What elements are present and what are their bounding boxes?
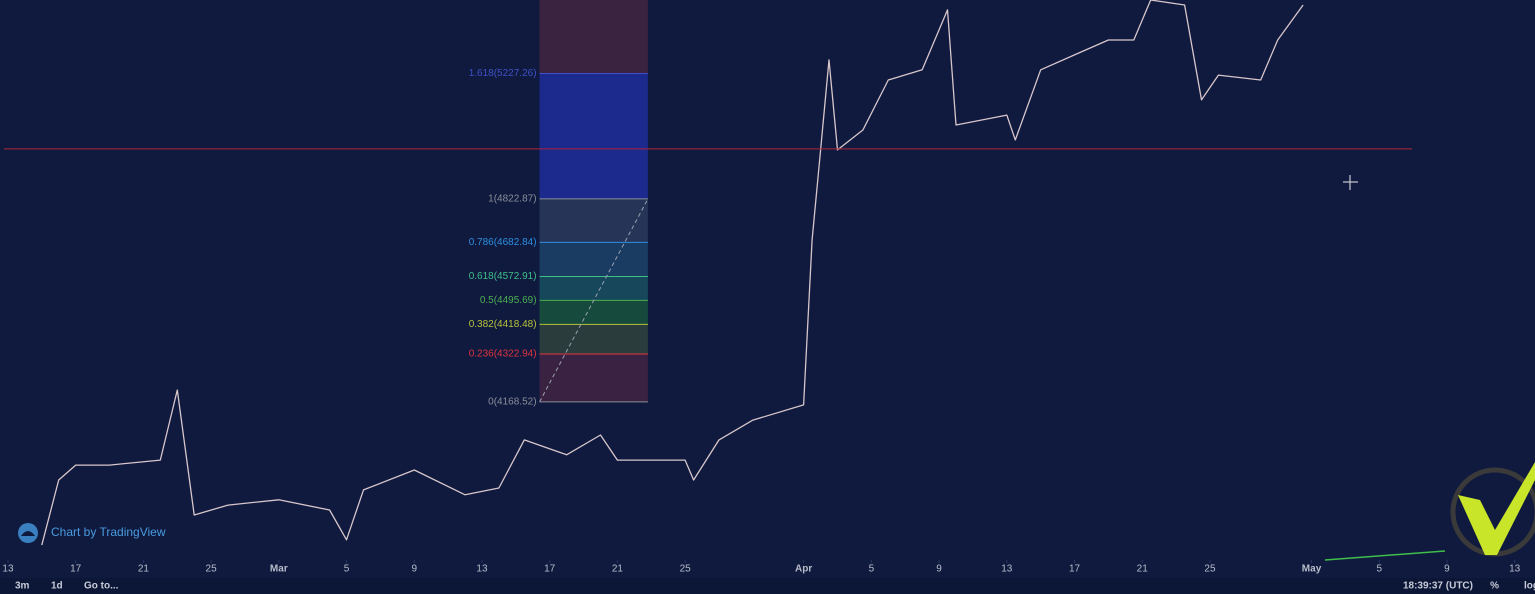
x-tick-label: 17: [70, 564, 82, 575]
watermark[interactable]: Chart by TradingView: [51, 525, 166, 539]
fib-label: 0.236(4322.94): [469, 349, 537, 360]
toolbar-item[interactable]: %: [1490, 581, 1499, 592]
fib-zone: [539, 242, 648, 277]
fib-label: 1.618(5227.26): [469, 68, 537, 79]
fib-label: 0.382(4418.48): [469, 319, 537, 330]
x-tick-label: 21: [1137, 564, 1149, 575]
x-tick-label: 25: [1204, 564, 1216, 575]
x-tick-label: 9: [1444, 564, 1450, 575]
fib-zone: [539, 73, 648, 199]
toolbar-button[interactable]: 3m: [15, 581, 30, 592]
fib-label: 0.5(4495.69): [480, 295, 537, 306]
watermark-logo: [18, 523, 38, 543]
x-tick-label: 13: [476, 564, 488, 575]
fib-zone: [539, 300, 648, 325]
fib-label: 0.618(4572.91): [469, 271, 537, 282]
x-tick-label: 9: [936, 564, 942, 575]
x-tick-label: 21: [138, 564, 150, 575]
x-tick-label: 5: [1376, 564, 1382, 575]
toolbar-bg: [0, 578, 1535, 594]
cursor: [1343, 175, 1358, 190]
x-tick-label: 5: [869, 564, 875, 575]
toolbar-button[interactable]: 1d: [51, 581, 63, 592]
x-tick-label: 13: [1509, 564, 1521, 575]
x-tick-label: May: [1302, 564, 1322, 575]
fib-zone: [539, 324, 648, 355]
fib-zone: [539, 276, 648, 301]
x-tick-label: Mar: [270, 564, 288, 575]
x-tick-label: 17: [544, 564, 556, 575]
fib-zone: [539, 198, 648, 243]
logo: [1450, 462, 1535, 557]
toolbar-item: 18:39:37 (UTC): [1403, 581, 1473, 592]
fib-zone: [539, 0, 648, 74]
price-plot: [41, 0, 1304, 546]
x-tick-label: 25: [206, 564, 218, 575]
drawing: [1324, 550, 1446, 561]
fib-zone: [539, 354, 648, 402]
x-tick-label: 17: [1069, 564, 1081, 575]
x-tick-label: 9: [411, 564, 417, 575]
fib-tool: 1.618(5227.26) 1(4822.87) 0.786(4682.84) 0.…: [469, 0, 649, 408]
x-tick-label: 25: [680, 564, 692, 575]
fib-label: 0.786(4682.84): [469, 237, 537, 248]
price-line: [41, 0, 1304, 546]
x-tick-label: Apr: [795, 564, 812, 575]
fib-trend: [539, 198, 649, 403]
x-tick-label: 21: [612, 564, 624, 575]
x-tick-label: 13: [2, 564, 14, 575]
toolbar-item[interactable]: log: [1524, 581, 1535, 592]
x-tick-label: 5: [344, 564, 350, 575]
x-tick-label: 13: [1001, 564, 1013, 575]
toolbar-button[interactable]: Go to...: [84, 581, 119, 592]
fib-label: 0(4168.52): [488, 397, 536, 408]
fib-label: 1(4822.87): [488, 194, 536, 205]
